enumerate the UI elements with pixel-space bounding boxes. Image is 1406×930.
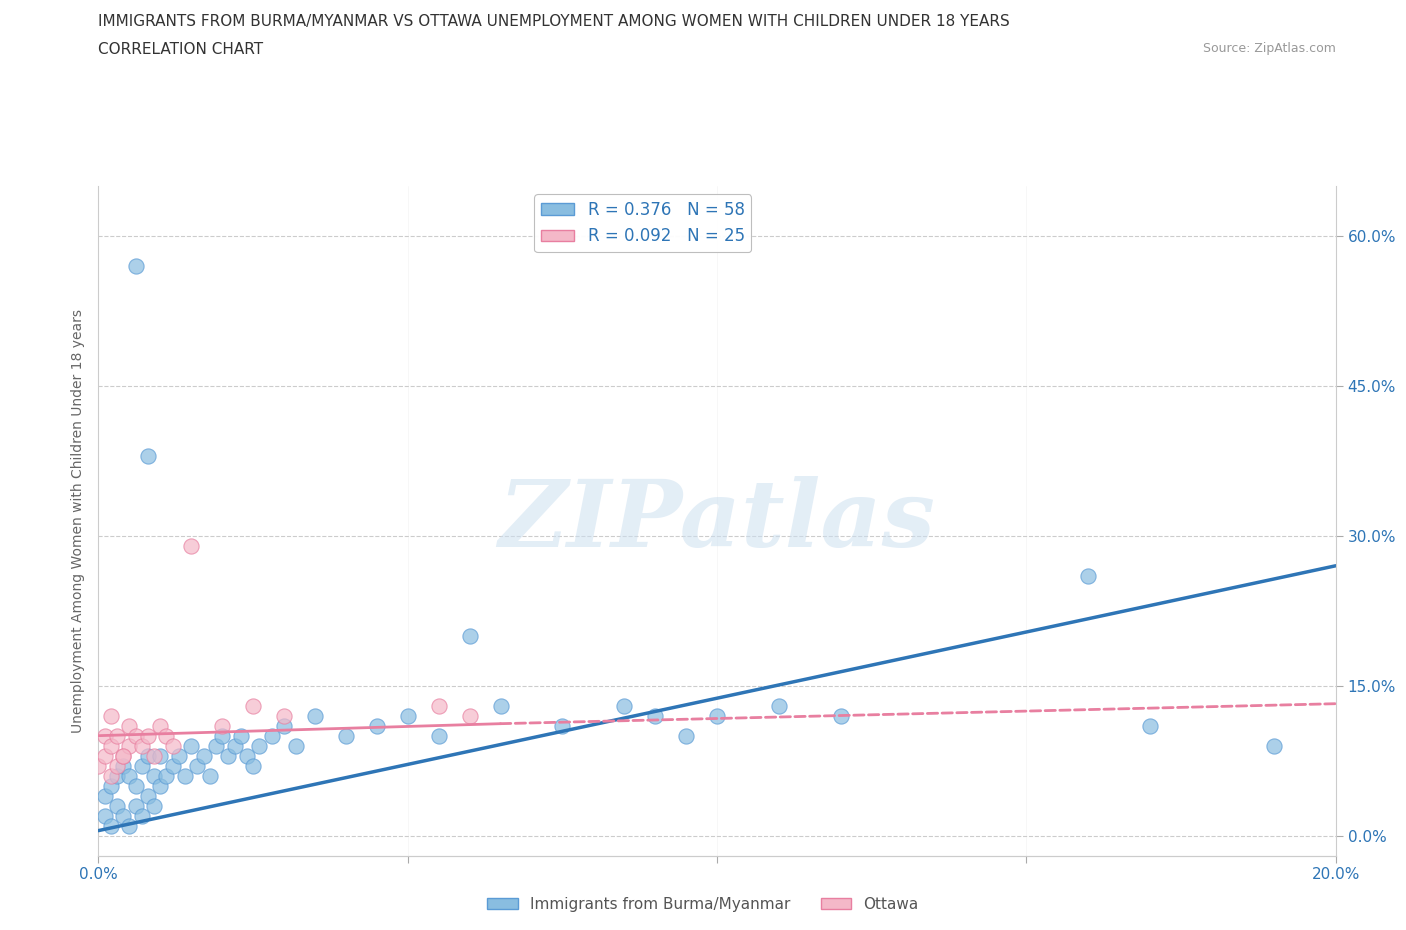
Point <box>211 718 233 733</box>
Point <box>180 738 202 753</box>
Point <box>118 738 141 753</box>
Point <box>118 718 141 733</box>
Point <box>112 749 135 764</box>
Point <box>186 758 208 773</box>
Point <box>211 728 233 743</box>
Point <box>136 448 159 463</box>
Point <box>118 818 141 833</box>
Text: Source: ZipAtlas.com: Source: ZipAtlas.com <box>1202 42 1336 55</box>
Point <box>124 728 146 743</box>
Point <box>427 698 450 713</box>
Point <box>100 818 122 833</box>
Point <box>105 798 128 813</box>
Point <box>149 749 172 764</box>
Point <box>489 698 512 713</box>
Point <box>93 808 115 823</box>
Point <box>131 758 153 773</box>
Point <box>273 718 295 733</box>
Point <box>131 808 153 823</box>
Point <box>136 728 159 743</box>
Point <box>1077 568 1099 583</box>
Point <box>193 749 215 764</box>
Point <box>167 749 190 764</box>
Text: ZIPatlas: ZIPatlas <box>499 476 935 565</box>
Point <box>174 768 197 783</box>
Point <box>118 768 141 783</box>
Point <box>93 728 115 743</box>
Point <box>112 749 135 764</box>
Point <box>136 749 159 764</box>
Point <box>242 758 264 773</box>
Point <box>112 758 135 773</box>
Point <box>260 728 283 743</box>
Point <box>100 778 122 793</box>
Point <box>644 709 666 724</box>
Point <box>551 718 574 733</box>
Point <box>112 808 135 823</box>
Point <box>155 728 177 743</box>
Point <box>162 738 184 753</box>
Point <box>205 738 228 753</box>
Point <box>427 728 450 743</box>
Point <box>143 768 166 783</box>
Point <box>143 749 166 764</box>
Point <box>105 758 128 773</box>
Point <box>366 718 388 733</box>
Point <box>396 709 419 724</box>
Point <box>1139 718 1161 733</box>
Point <box>149 778 172 793</box>
Point <box>285 738 308 753</box>
Point <box>155 768 177 783</box>
Point <box>100 738 122 753</box>
Point <box>198 768 221 783</box>
Point <box>613 698 636 713</box>
Point <box>247 738 270 753</box>
Point <box>100 768 122 783</box>
Point <box>273 709 295 724</box>
Point <box>706 709 728 724</box>
Point <box>675 728 697 743</box>
Point <box>830 709 852 724</box>
Point <box>458 709 481 724</box>
Point <box>149 718 172 733</box>
Point <box>1263 738 1285 753</box>
Point <box>224 738 246 753</box>
Point <box>93 749 115 764</box>
Point <box>87 758 110 773</box>
Point <box>93 789 115 804</box>
Legend: Immigrants from Burma/Myanmar, Ottawa: Immigrants from Burma/Myanmar, Ottawa <box>481 891 925 918</box>
Text: IMMIGRANTS FROM BURMA/MYANMAR VS OTTAWA UNEMPLOYMENT AMONG WOMEN WITH CHILDREN U: IMMIGRANTS FROM BURMA/MYANMAR VS OTTAWA … <box>98 14 1010 29</box>
Point <box>217 749 239 764</box>
Point <box>131 738 153 753</box>
Point <box>143 798 166 813</box>
Point <box>105 728 128 743</box>
Point <box>335 728 357 743</box>
Point <box>236 749 259 764</box>
Point <box>136 789 159 804</box>
Point <box>124 778 146 793</box>
Point <box>105 768 128 783</box>
Point <box>162 758 184 773</box>
Point <box>768 698 790 713</box>
Point <box>304 709 326 724</box>
Point <box>124 259 146 273</box>
Point <box>458 629 481 644</box>
Point <box>100 709 122 724</box>
Y-axis label: Unemployment Among Women with Children Under 18 years: Unemployment Among Women with Children U… <box>70 309 84 733</box>
Legend: R = 0.376   N = 58, R = 0.092   N = 25: R = 0.376 N = 58, R = 0.092 N = 25 <box>534 194 751 252</box>
Point <box>242 698 264 713</box>
Text: CORRELATION CHART: CORRELATION CHART <box>98 42 263 57</box>
Point <box>124 798 146 813</box>
Point <box>229 728 252 743</box>
Point <box>180 538 202 553</box>
